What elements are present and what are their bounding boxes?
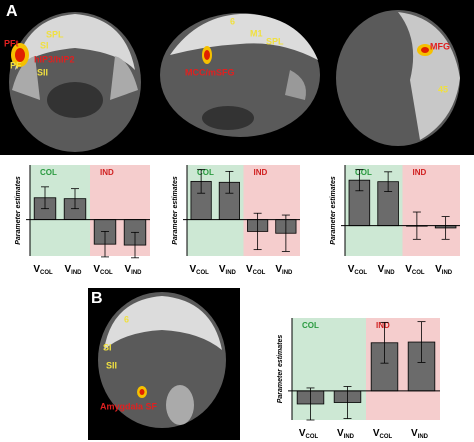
x-tick-label-sub: IND — [384, 270, 395, 276]
x-tick-label-base: V — [411, 428, 418, 439]
group-label: IND — [413, 168, 427, 177]
x-tick-label: VCOL — [246, 264, 266, 276]
x-tick-label-base: V — [373, 428, 380, 439]
x-tick-label-sub: IND — [131, 270, 142, 276]
x-tick-label-sub: IND — [344, 434, 355, 440]
region-label: 45 — [438, 84, 448, 94]
x-tick-label-sub: COL — [40, 270, 53, 276]
x-tick-label-base: V — [246, 264, 253, 275]
panel-label: A — [6, 3, 18, 20]
brain-coronal — [9, 12, 141, 152]
group-label: COL — [355, 168, 372, 177]
group-label: COL — [197, 168, 214, 177]
x-tick-label-sub: COL — [196, 270, 209, 276]
x-tick-label-base: V — [93, 264, 100, 275]
group-label: COL — [302, 321, 319, 330]
panel-label: B — [91, 290, 103, 307]
x-tick-label-base: V — [337, 428, 344, 439]
x-tick-label-sub: IND — [282, 270, 293, 276]
brain-coronal-b — [98, 292, 226, 428]
region-label: SII — [106, 360, 117, 370]
x-tick-label-base: V — [348, 264, 355, 275]
region-label: SPL — [266, 36, 284, 46]
x-tick-label: VIND — [411, 428, 429, 440]
x-tick-label-sub: IND — [226, 270, 237, 276]
x-tick-label: VIND — [219, 264, 237, 276]
x-tick-label-base: V — [435, 264, 442, 275]
x-tick-label-base: V — [378, 264, 385, 275]
x-tick-label-base: V — [405, 264, 412, 275]
region-label: SPL — [46, 29, 64, 39]
region-label: SI — [40, 40, 49, 50]
x-tick-label-sub: COL — [306, 434, 319, 440]
group-label: IND — [100, 168, 114, 177]
region-label: MCC/mSFG — [185, 67, 235, 77]
region-label: SII — [37, 67, 48, 77]
region-label: Amygdala SF — [100, 401, 158, 411]
region-label: M1 — [250, 28, 263, 38]
x-tick-label-sub: COL — [100, 270, 113, 276]
y-axis-label: Parameter estimates — [172, 176, 179, 245]
x-tick-label: VCOL — [33, 264, 53, 276]
region-label: 6 — [230, 16, 235, 26]
brain-axial — [336, 10, 460, 146]
y-axis-label: Parameter estimates — [277, 335, 284, 404]
x-tick-label-sub: COL — [354, 270, 367, 276]
x-tick-label-base: V — [33, 264, 40, 275]
x-tick-label: VCOL — [299, 428, 319, 440]
x-tick-label: VCOL — [405, 264, 425, 276]
x-tick-label-sub: COL — [412, 270, 425, 276]
group-label: COL — [40, 168, 57, 177]
x-tick-label-sub: COL — [253, 270, 266, 276]
group-shading — [292, 318, 366, 420]
brain-sagittal — [160, 13, 320, 137]
x-tick-label: VIND — [337, 428, 355, 440]
x-tick-label-sub: IND — [71, 270, 82, 276]
y-axis-label: Parameter estimates — [330, 176, 337, 245]
x-tick-label: VCOL — [93, 264, 113, 276]
region-label: MFG — [430, 41, 450, 51]
x-tick-label: VIND — [275, 264, 293, 276]
x-tick-label-base: V — [64, 264, 71, 275]
x-tick-label: VCOL — [189, 264, 209, 276]
group-shading — [243, 165, 300, 256]
group-label: IND — [376, 321, 390, 330]
x-tick-label: VIND — [435, 264, 453, 276]
region-label: PF — [10, 60, 22, 70]
x-tick-label-sub: IND — [418, 434, 429, 440]
x-tick-label: VCOL — [348, 264, 368, 276]
group-label: IND — [254, 168, 268, 177]
region-label: SI — [103, 342, 112, 352]
x-tick-label-base: V — [189, 264, 196, 275]
x-tick-label-sub: IND — [442, 270, 453, 276]
x-tick-label-base: V — [299, 428, 306, 439]
x-tick-label: VIND — [378, 264, 396, 276]
region-label: PFt — [4, 38, 19, 48]
x-tick-label-sub: COL — [380, 434, 393, 440]
x-tick-label: VIND — [124, 264, 142, 276]
x-tick-label: VCOL — [373, 428, 393, 440]
region-label: hIP3/hIP2 — [34, 54, 75, 64]
group-shading — [402, 165, 460, 256]
x-tick-label-base: V — [124, 264, 131, 275]
x-tick-label-base: V — [219, 264, 226, 275]
y-axis-label: Parameter estimates — [15, 176, 22, 245]
region-label: 6 — [124, 314, 129, 324]
x-tick-label: VIND — [64, 264, 82, 276]
x-tick-label-base: V — [275, 264, 282, 275]
